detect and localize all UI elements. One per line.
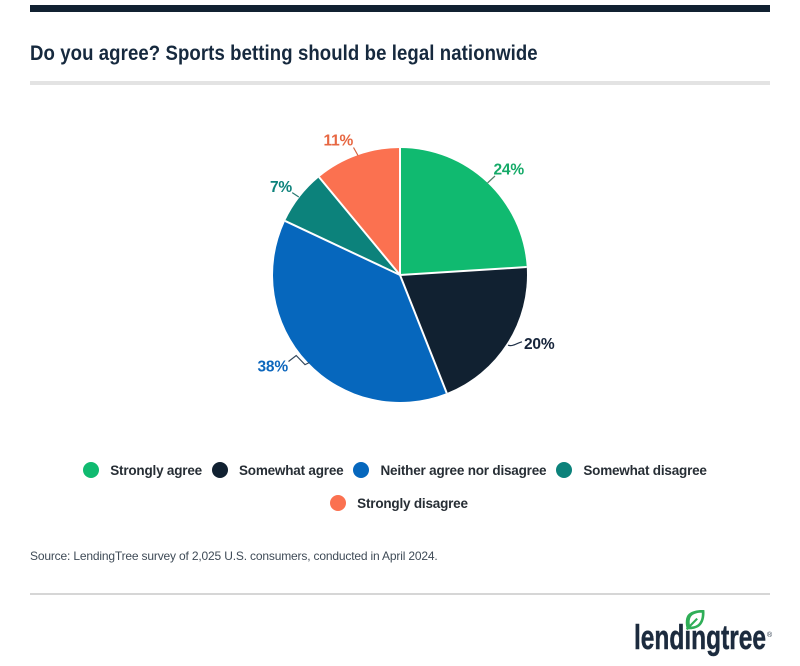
svg-text:®: ®	[767, 631, 773, 639]
svg-text:11%: 11%	[324, 132, 354, 149]
svg-text:38%: 38%	[258, 359, 289, 376]
svg-text:24%: 24%	[494, 162, 525, 179]
svg-text:20%: 20%	[524, 336, 555, 353]
svg-text:7%: 7%	[270, 179, 292, 196]
